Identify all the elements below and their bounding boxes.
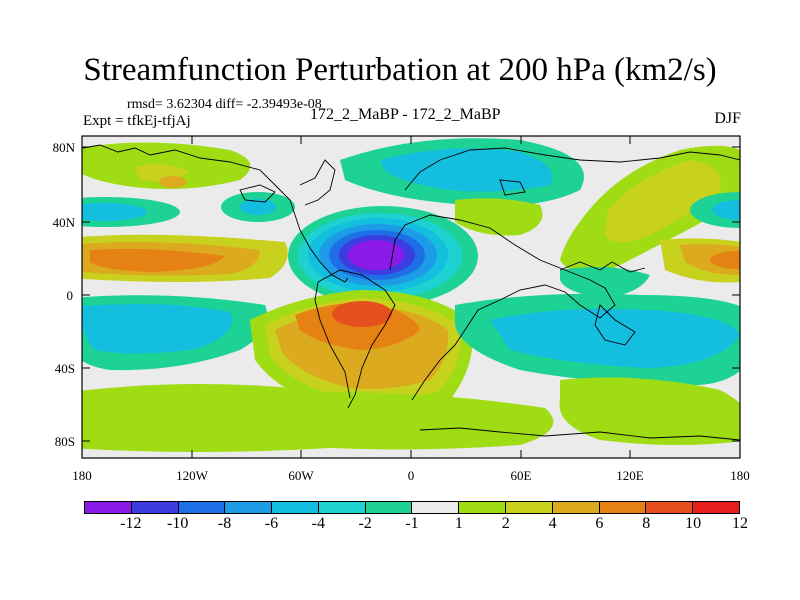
case-comparison-label: 172_2_MaBP - 172_2_MaBP <box>310 106 501 123</box>
contour-field <box>82 136 740 458</box>
colorbar-label: 12 <box>732 515 748 532</box>
lat-label-80n: 80N <box>53 140 76 155</box>
experiment-label: Expt = tfkEj-tfjAj <box>83 113 191 129</box>
colorbar-swatch <box>85 502 132 513</box>
colorbar-swatch <box>178 502 226 513</box>
colorbar-label: -2 <box>358 515 372 532</box>
season-label: DJF <box>714 110 741 127</box>
colorbar-swatch <box>646 502 694 513</box>
lon-label-0: 0 <box>408 468 415 483</box>
colorbar-label: 1 <box>454 515 463 532</box>
colorbar-swatch <box>552 502 600 513</box>
lat-ticks <box>82 146 740 442</box>
colorbar-label: -1 <box>405 515 419 532</box>
colorbar-label: 6 <box>595 515 604 532</box>
colorbar-label: -10 <box>167 515 189 532</box>
colorbar-swatch <box>272 502 319 513</box>
colorbar-label: 8 <box>642 515 651 532</box>
lon-label-180w: 180 <box>72 468 92 483</box>
lon-label-60e: 60E <box>511 468 532 483</box>
colorbar-swatch <box>599 502 647 513</box>
lon-label-120w: 120W <box>176 468 209 483</box>
colorbar-label: -4 <box>311 515 325 532</box>
colorbar-swatch <box>459 502 507 513</box>
colorbar-label: 10 <box>685 515 702 532</box>
lat-label-80s: 80S <box>55 434 75 449</box>
colorbar-swatch <box>412 502 460 513</box>
lat-label-40n: 40N <box>53 215 76 230</box>
lon-label-60w: 60W <box>288 468 314 483</box>
colorbar-label: -8 <box>217 515 232 532</box>
colorbar-labels: -12 -10 -8 -6 -4 -2 -1 1 2 4 6 8 10 12 <box>0 515 800 539</box>
lat-label-40s: 40S <box>55 361 75 376</box>
colorbar-swatch <box>318 502 366 513</box>
colorbar-label: 4 <box>548 515 557 532</box>
colorbar <box>84 501 740 514</box>
colorbar-label: 2 <box>501 515 510 532</box>
lon-label-120e: 120E <box>616 468 644 483</box>
rmsd-diff-stats: rmsd= 3.62304 diff= -2.39493e-08 <box>127 97 322 112</box>
coastlines <box>82 144 740 441</box>
colorbar-label: -6 <box>264 515 279 532</box>
colorbar-swatch <box>506 502 553 513</box>
lon-ticks <box>81 136 741 458</box>
colorbar-swatch <box>225 502 273 513</box>
colorbar-label: -12 <box>120 515 142 532</box>
plot-title: Streamfunction Perturbation at 200 hPa (… <box>83 52 717 88</box>
colorbar-swatch <box>693 502 739 513</box>
lat-label-eq: 0 <box>67 288 74 303</box>
colorbar-swatch <box>131 502 179 513</box>
lon-label-180e: 180 <box>730 468 750 483</box>
colorbar-swatch <box>365 502 413 513</box>
